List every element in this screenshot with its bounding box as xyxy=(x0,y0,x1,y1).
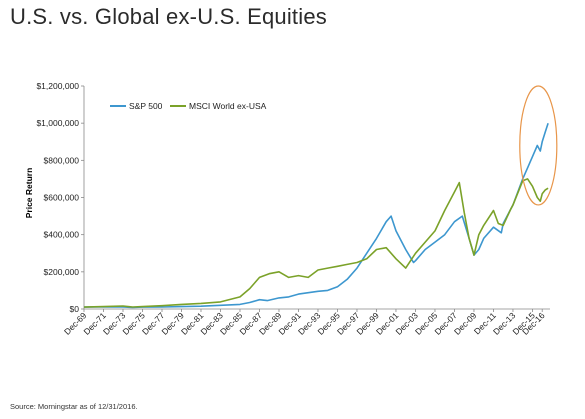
series-lines xyxy=(83,122,549,309)
y-axis-label: Price Return xyxy=(24,168,34,219)
page-title: U.S. vs. Global ex-U.S. Equities xyxy=(10,4,327,29)
axes xyxy=(81,85,550,312)
y-tick-label: $600,000 xyxy=(44,193,80,203)
y-tick-labels: $0 $200,000 $400,000 $600,000 $800,000 $1,000… xyxy=(36,81,79,314)
highlight-ellipse xyxy=(519,85,558,206)
y-tick-label: $1,000,000 xyxy=(36,118,79,128)
series-line-sp500 xyxy=(83,122,549,309)
y-tick-label: $400,000 xyxy=(44,230,80,240)
y-tick-label: $800,000 xyxy=(44,155,80,165)
series-line-msci-world-ex-usa xyxy=(83,178,549,308)
y-tick-label: $200,000 xyxy=(44,267,80,277)
legend-label: MSCI World ex-USA xyxy=(189,101,267,111)
legend-label: S&P 500 xyxy=(129,101,163,111)
legend: S&P 500 MSCI World ex-USA xyxy=(110,101,267,111)
y-tick-label: $0 xyxy=(70,304,80,314)
y-tick-label: $1,200,000 xyxy=(36,81,79,91)
source-note: Source: Morningstar as of 12/31/2016. xyxy=(10,402,138,411)
x-tick-labels: Dec-69Dec-71Dec-73Dec-75Dec-77Dec-79Dec-… xyxy=(62,310,547,337)
highlight-ellipse-shape xyxy=(519,85,558,206)
